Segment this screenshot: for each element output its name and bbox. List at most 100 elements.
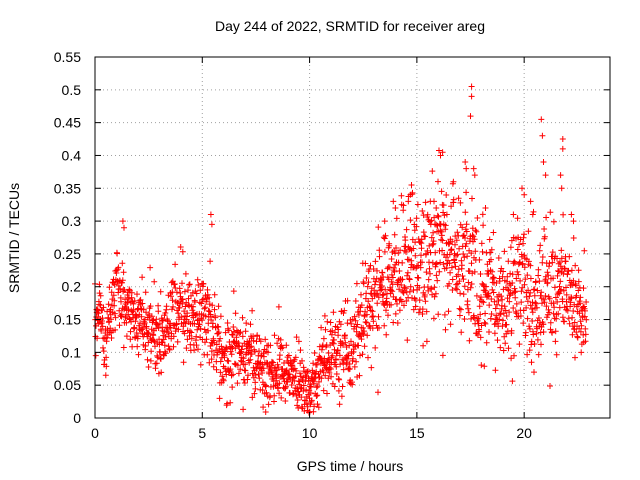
data-point <box>265 401 272 408</box>
data-point <box>123 333 130 340</box>
data-point <box>313 393 320 399</box>
data-point <box>143 309 149 316</box>
data-point <box>318 375 325 382</box>
data-point <box>390 198 397 205</box>
data-point <box>276 380 283 387</box>
data-point <box>553 351 560 358</box>
data-point <box>232 310 239 317</box>
data-point <box>483 339 490 346</box>
data-point <box>439 237 446 244</box>
data-point <box>446 251 453 258</box>
data-point <box>469 270 476 277</box>
data-point <box>293 392 300 399</box>
data-point <box>302 378 309 385</box>
data-point <box>512 308 519 315</box>
data-point <box>182 270 189 277</box>
data-point <box>374 300 381 307</box>
data-point <box>155 302 162 309</box>
data-point <box>134 291 140 298</box>
data-point <box>394 320 401 326</box>
data-point <box>268 362 275 369</box>
data-point <box>560 270 567 277</box>
data-point <box>521 281 528 288</box>
data-point <box>577 300 584 307</box>
data-point <box>175 326 182 333</box>
data-point <box>454 251 461 258</box>
data-point <box>529 309 536 316</box>
data-point <box>396 268 403 274</box>
data-point <box>452 241 458 248</box>
plot-area-border <box>94 56 611 419</box>
data-point <box>447 321 454 328</box>
data-point <box>331 383 338 390</box>
data-point <box>450 196 457 203</box>
data-point <box>294 402 301 409</box>
data-point <box>468 250 475 257</box>
data-point <box>488 256 494 263</box>
data-point <box>432 249 439 256</box>
data-point <box>501 303 508 310</box>
data-point <box>138 313 145 320</box>
data-point <box>467 284 474 291</box>
data-point <box>545 272 552 279</box>
data-point <box>538 289 545 296</box>
data-point <box>492 367 499 374</box>
data-point <box>503 313 510 319</box>
data-point <box>561 318 568 325</box>
data-point <box>339 383 346 390</box>
data-point <box>363 319 370 326</box>
data-point <box>328 373 335 380</box>
data-point <box>403 226 410 233</box>
data-point <box>407 191 414 198</box>
data-point <box>494 337 501 344</box>
data-point <box>274 340 281 347</box>
data-point <box>524 298 531 305</box>
data-point <box>524 351 531 358</box>
data-point <box>549 259 556 266</box>
data-point <box>333 356 339 363</box>
data-point <box>532 299 539 306</box>
data-point <box>427 270 433 277</box>
data-point <box>181 308 188 315</box>
data-point <box>566 320 573 327</box>
data-point <box>342 332 348 339</box>
data-point <box>256 348 262 355</box>
data-point <box>461 254 468 261</box>
data-point <box>116 307 123 314</box>
y-tick-label: 0 <box>73 410 81 426</box>
data-point <box>488 311 495 317</box>
data-point <box>381 248 388 255</box>
data-point <box>237 329 244 336</box>
data-point <box>154 354 161 361</box>
data-point <box>242 328 249 335</box>
data-point <box>473 228 480 235</box>
data-point <box>310 380 317 387</box>
data-point <box>294 397 301 403</box>
data-point <box>418 236 425 243</box>
data-point <box>134 343 141 350</box>
data-point <box>385 276 392 283</box>
data-point <box>438 232 445 239</box>
data-point <box>375 224 382 231</box>
data-point <box>184 336 191 343</box>
data-point <box>378 283 385 289</box>
data-point <box>431 293 438 300</box>
data-point <box>453 237 460 244</box>
data-point <box>341 307 348 314</box>
x-axis-tick-labels: 0 5 10 15 20 <box>91 425 532 441</box>
data-point <box>157 288 164 295</box>
data-point <box>388 256 395 262</box>
data-point <box>557 263 564 270</box>
data-point <box>573 282 579 289</box>
data-point <box>423 338 430 345</box>
data-point <box>135 333 141 340</box>
data-point <box>250 337 257 344</box>
data-point <box>549 249 556 256</box>
y-tick-label: 0.5 <box>62 82 82 98</box>
data-point <box>533 330 540 337</box>
data-point <box>362 260 369 267</box>
data-point <box>381 218 388 225</box>
x-tick-label: 0 <box>91 425 99 441</box>
data-point <box>446 280 453 287</box>
data-point <box>440 202 447 209</box>
